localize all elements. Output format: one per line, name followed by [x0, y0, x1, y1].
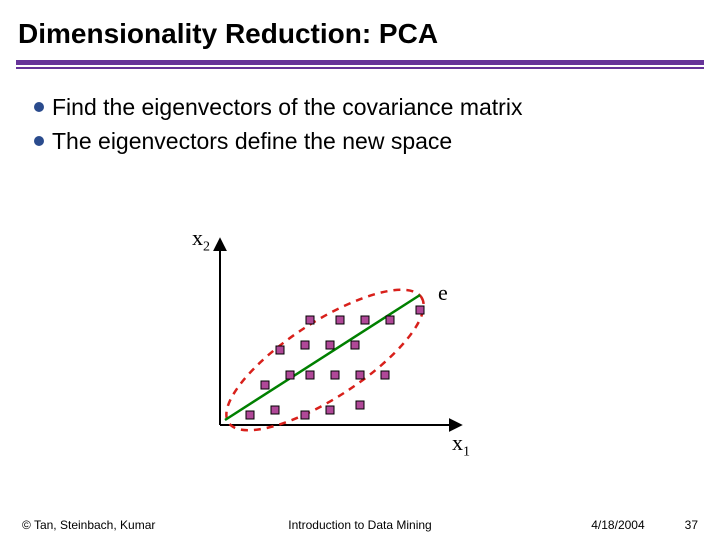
footer-date: 4/18/2004	[591, 518, 644, 532]
axis-label-x2: x2	[192, 225, 210, 255]
bullet-icon	[34, 102, 44, 112]
slide-title: Dimensionality Reduction: PCA	[0, 0, 720, 60]
list-item: The eigenvectors define the new space	[34, 127, 700, 157]
footer-center: Introduction to Data Mining	[288, 518, 431, 532]
footer-page: 37	[685, 518, 698, 532]
eigenvector-label: e	[438, 280, 448, 306]
bullet-text: Find the eigenvectors of the covariance …	[52, 93, 522, 123]
diagram-svg	[160, 225, 500, 465]
bullet-list: Find the eigenvectors of the covariance …	[0, 69, 720, 157]
footer: © Tan, Steinbach, Kumar Introduction to …	[0, 518, 720, 532]
bullet-text: The eigenvectors define the new space	[52, 127, 452, 157]
axis-label-x1: x1	[452, 430, 470, 460]
pca-diagram: x2 e x1	[160, 225, 500, 465]
footer-copyright: © Tan, Steinbach, Kumar	[22, 518, 155, 532]
title-underline-thick	[16, 60, 704, 65]
bullet-icon	[34, 136, 44, 146]
list-item: Find the eigenvectors of the covariance …	[34, 93, 700, 123]
